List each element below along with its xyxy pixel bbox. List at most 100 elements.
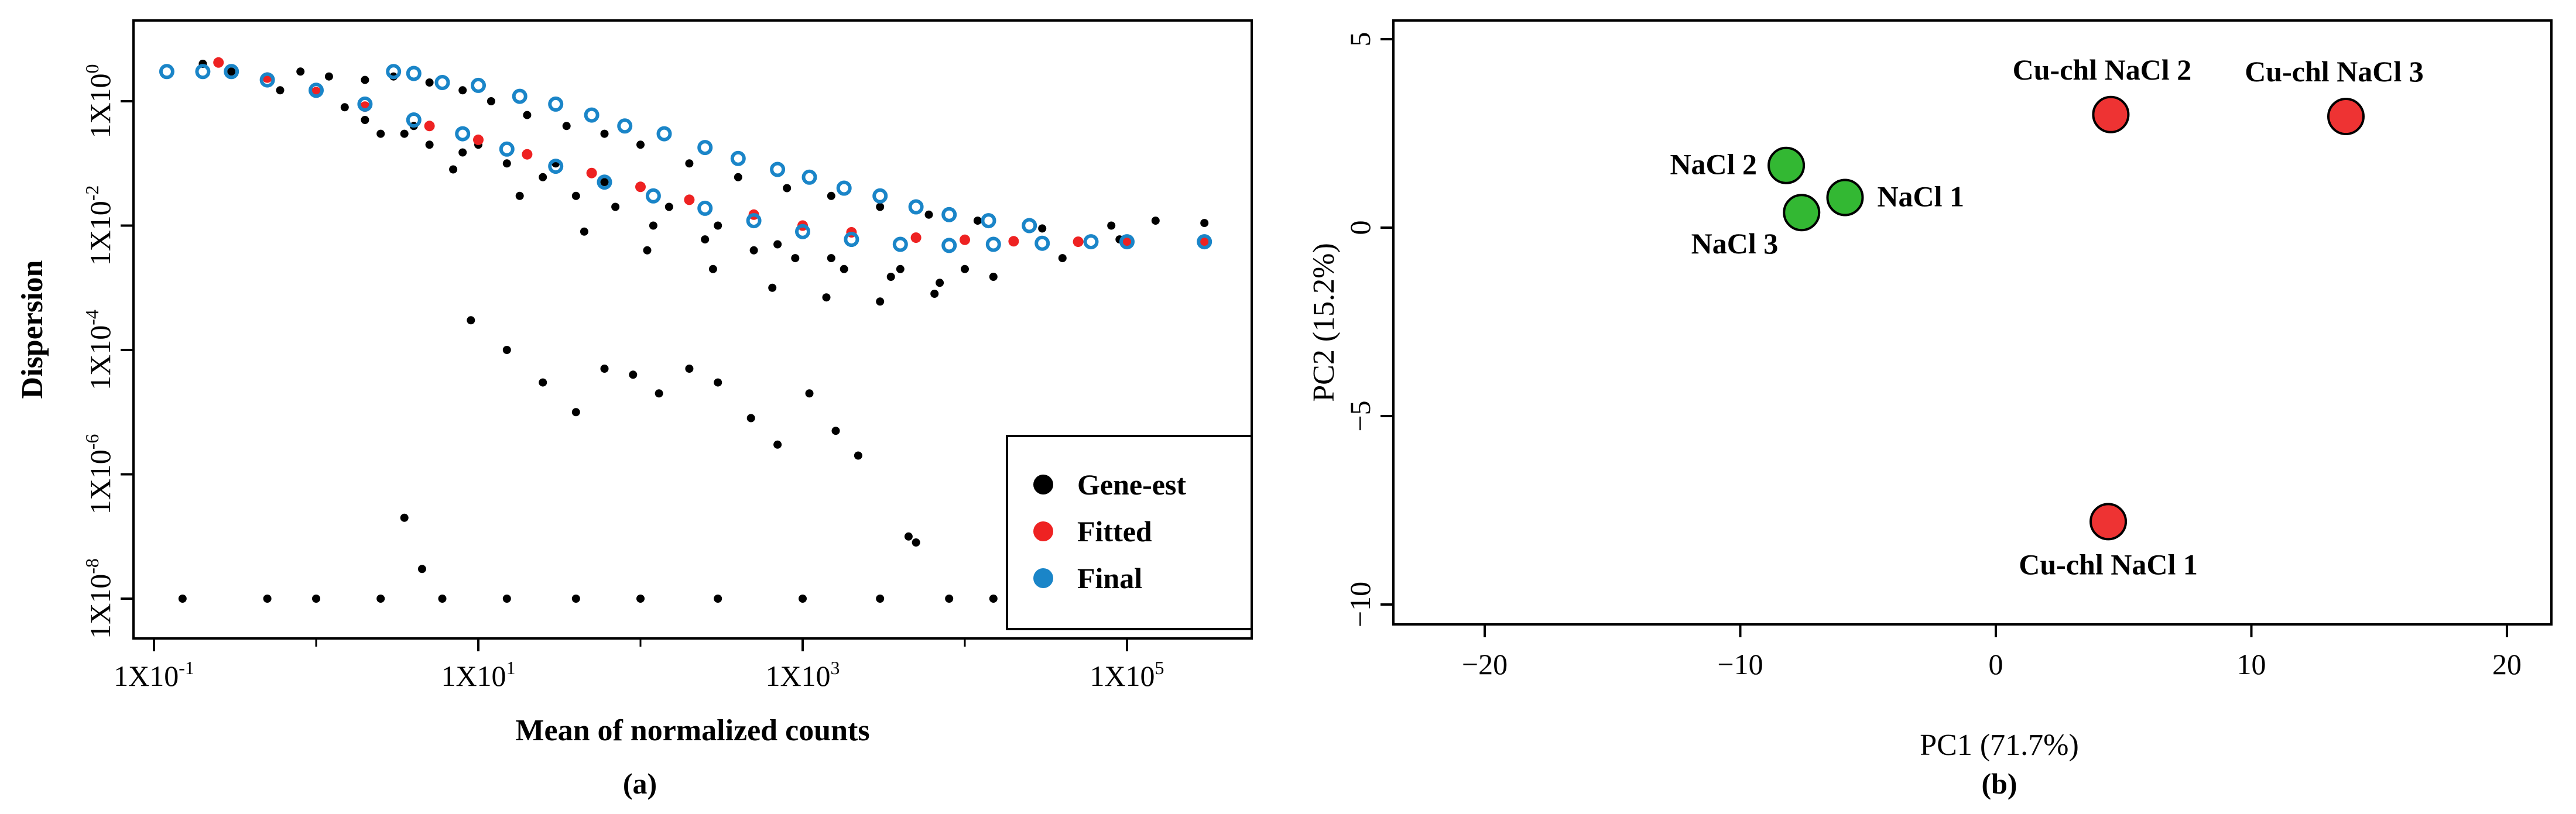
data-point (178, 595, 187, 603)
data-point (1073, 236, 1084, 248)
data-point (981, 213, 996, 229)
y-tick-label: 1X10-6 (81, 434, 117, 515)
dispersion-legend: Gene-est Fitted Final (1006, 435, 1253, 630)
data-point (844, 232, 859, 248)
data-point (924, 210, 933, 219)
data-point (449, 165, 458, 174)
sample-cu-chl-nacl-2: Cu-chl NaCl 2 (2013, 53, 2191, 133)
sample-marker (1783, 194, 1821, 232)
data-point (645, 188, 661, 204)
data-point (795, 224, 810, 239)
data-point (1199, 236, 1210, 248)
data-point (499, 141, 515, 157)
x-tick-label: 10 (2237, 648, 2266, 681)
data-point (1119, 234, 1135, 250)
sample-marker (1826, 178, 1864, 217)
data-point (376, 129, 385, 138)
data-point (515, 191, 524, 200)
x-tick-label: 1X101 (441, 657, 515, 692)
data-point (455, 126, 471, 142)
panel-label-a: (a) (623, 767, 657, 800)
data-point (827, 254, 835, 263)
data-point (487, 97, 495, 105)
data-point (791, 254, 800, 263)
dispersion-x-axis: 1X10-1 1X101 1X103 1X105 (114, 637, 1164, 692)
legend-marker-gene-est (1033, 475, 1053, 494)
data-point (600, 365, 609, 373)
data-point (773, 240, 782, 249)
data-point (548, 96, 564, 112)
sample-nacl-2: NaCl 2 (1670, 146, 1806, 184)
data-point (941, 238, 957, 253)
data-point (697, 140, 713, 156)
data-point (714, 595, 722, 603)
data-point (945, 595, 954, 603)
data-point (312, 595, 320, 603)
data-point (655, 389, 663, 398)
data-point (406, 112, 422, 128)
y-tick-label: 1X10-2 (81, 186, 117, 266)
data-point (801, 169, 817, 185)
data-point (324, 72, 333, 81)
data-point (636, 595, 645, 603)
sample-cu-chl-nacl-3: Cu-chl NaCl 3 (2245, 55, 2424, 136)
data-point (708, 265, 717, 273)
data-point (910, 232, 922, 243)
data-point (685, 365, 694, 373)
data-point (434, 75, 450, 90)
data-point (656, 126, 672, 142)
dispersion-points (159, 57, 1212, 603)
data-point (512, 88, 527, 104)
y-tick-label: −5 (1344, 400, 1376, 431)
y-tick-label: 1X10-4 (81, 310, 117, 390)
x-tick-label: 1X105 (1090, 657, 1164, 692)
pca-y-axis-title: PC2 (15.2%) (1307, 243, 1341, 402)
data-point (357, 96, 373, 112)
data-point (876, 297, 885, 306)
data-point (224, 64, 239, 80)
data-point (1083, 234, 1099, 250)
data-point (376, 595, 385, 603)
data-point (617, 118, 633, 134)
data-point (600, 129, 609, 138)
data-point (386, 64, 402, 80)
data-point (309, 83, 324, 98)
data-point (1034, 235, 1050, 251)
data-point (227, 67, 236, 76)
legend-marker-fitted (1033, 521, 1053, 541)
sample-marker (2327, 98, 2365, 136)
data-point (400, 129, 409, 138)
data-point (773, 440, 782, 449)
sample-label: NaCl 3 (1691, 227, 1779, 260)
sample-label: Cu-chl NaCl 3 (2245, 55, 2424, 88)
y-tick-label: 5 (1344, 32, 1376, 47)
legend-entry-gene-est: Gene-est (1033, 468, 1186, 501)
series-final (159, 64, 1212, 253)
x-tick-label: −10 (1717, 648, 1763, 681)
data-point (361, 116, 369, 124)
data-point (523, 111, 532, 119)
data-point (799, 595, 807, 603)
legend-label-final: Final (1077, 562, 1142, 595)
data-point (548, 159, 564, 174)
data-point (912, 538, 920, 547)
data-point (701, 235, 710, 244)
legend-label-gene-est: Gene-est (1077, 468, 1186, 501)
data-point (597, 174, 612, 190)
data-point (770, 162, 786, 177)
sample-marker (2092, 95, 2130, 133)
data-point (600, 178, 609, 187)
data-point (1008, 236, 1019, 247)
data-point (854, 451, 862, 460)
data-point (571, 595, 580, 603)
data-point (425, 78, 434, 87)
x-tick-label: 20 (2492, 648, 2522, 681)
data-point (805, 389, 814, 398)
data-point (580, 227, 588, 236)
data-point (458, 148, 467, 157)
data-point (831, 427, 840, 435)
pca-plot: −20 −10 0 10 20 5 0 −5 −10 NaCl 1 NaCl 2 NaCl 3 Cu… (1307, 19, 2553, 800)
data-point (746, 414, 755, 423)
data-point (502, 346, 511, 354)
x-tick-label: 0 (1989, 648, 2003, 681)
